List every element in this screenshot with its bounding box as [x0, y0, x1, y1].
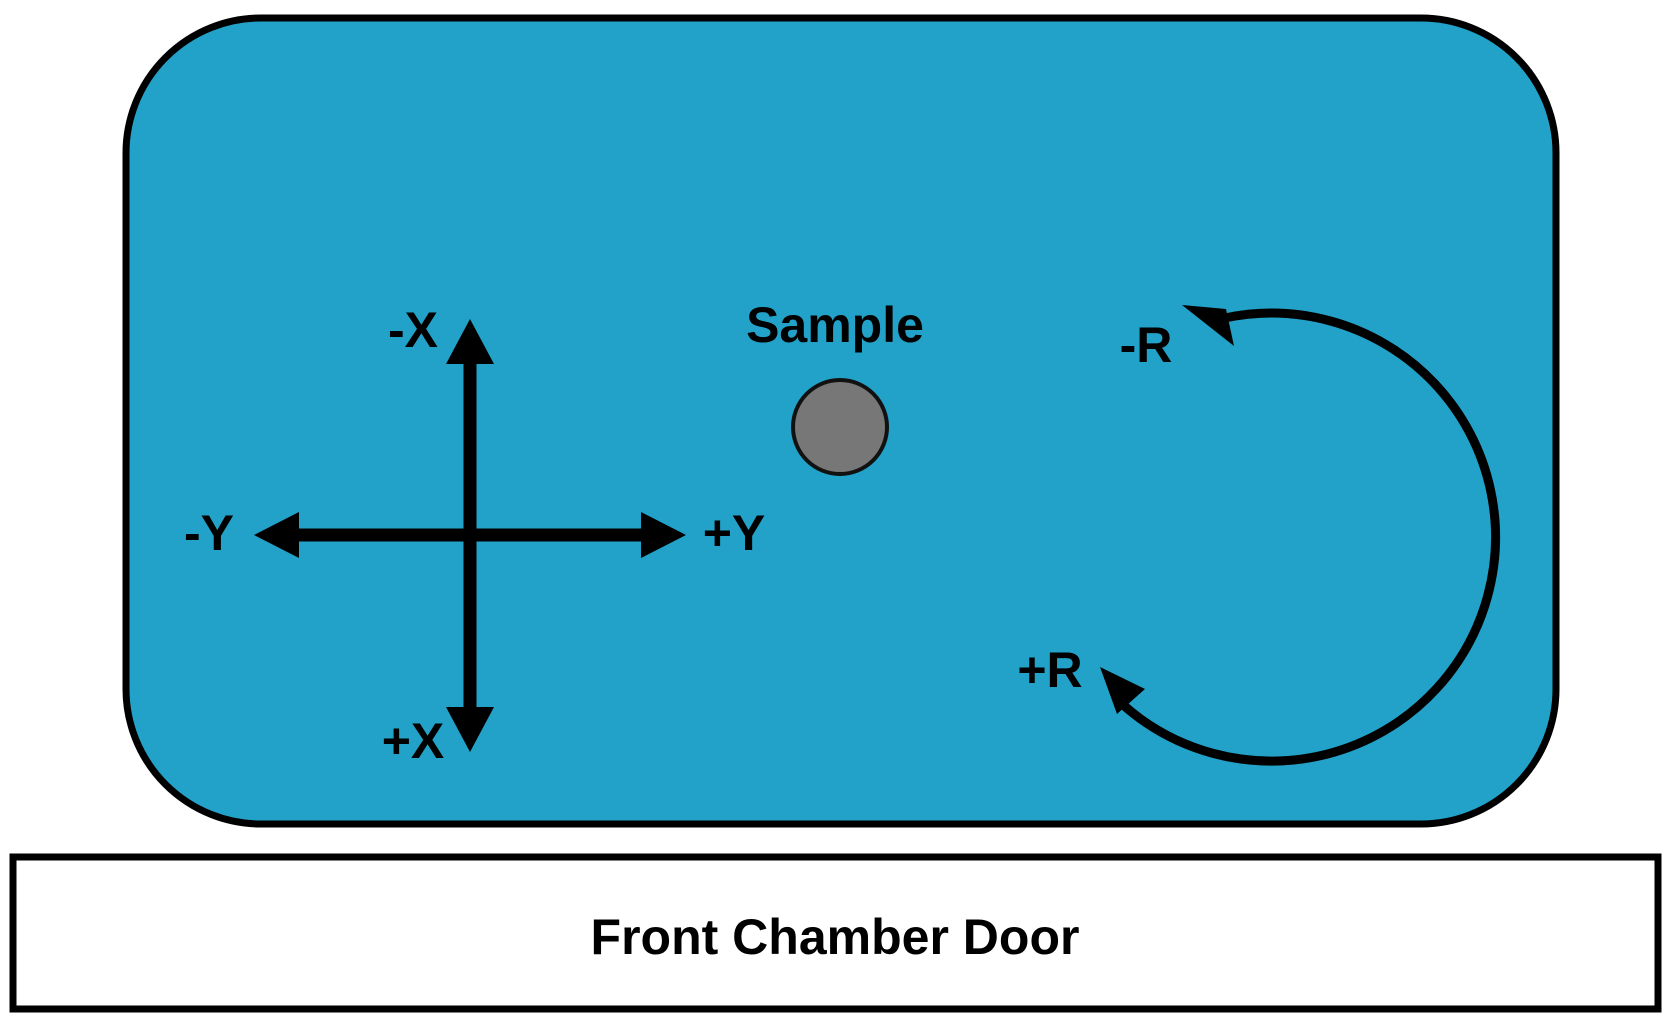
plus-r-arrowhead	[1100, 667, 1145, 714]
plus-y-arrowhead	[641, 512, 686, 558]
plus-y-label: +Y	[703, 505, 766, 561]
rotation-arc	[1100, 305, 1501, 766]
door-label: Front Chamber Door	[591, 909, 1080, 965]
sample-label: Sample	[746, 297, 924, 353]
plus-x-label: +X	[382, 713, 445, 769]
rotation-arc-path	[1117, 308, 1501, 766]
minus-x-arrowhead	[446, 319, 494, 364]
front-chamber-door	[9, 853, 1662, 1013]
minus-x-label: -X	[388, 302, 438, 358]
minus-r-arrowhead	[1182, 305, 1234, 346]
minus-r-label: -R	[1120, 317, 1173, 373]
plus-x-arrowhead	[446, 707, 494, 752]
minus-y-label: -Y	[184, 505, 234, 561]
plus-r-label: +R	[1017, 642, 1082, 698]
sample-disc	[791, 378, 889, 476]
xy-axes	[254, 319, 686, 752]
minus-y-arrowhead	[254, 512, 299, 558]
